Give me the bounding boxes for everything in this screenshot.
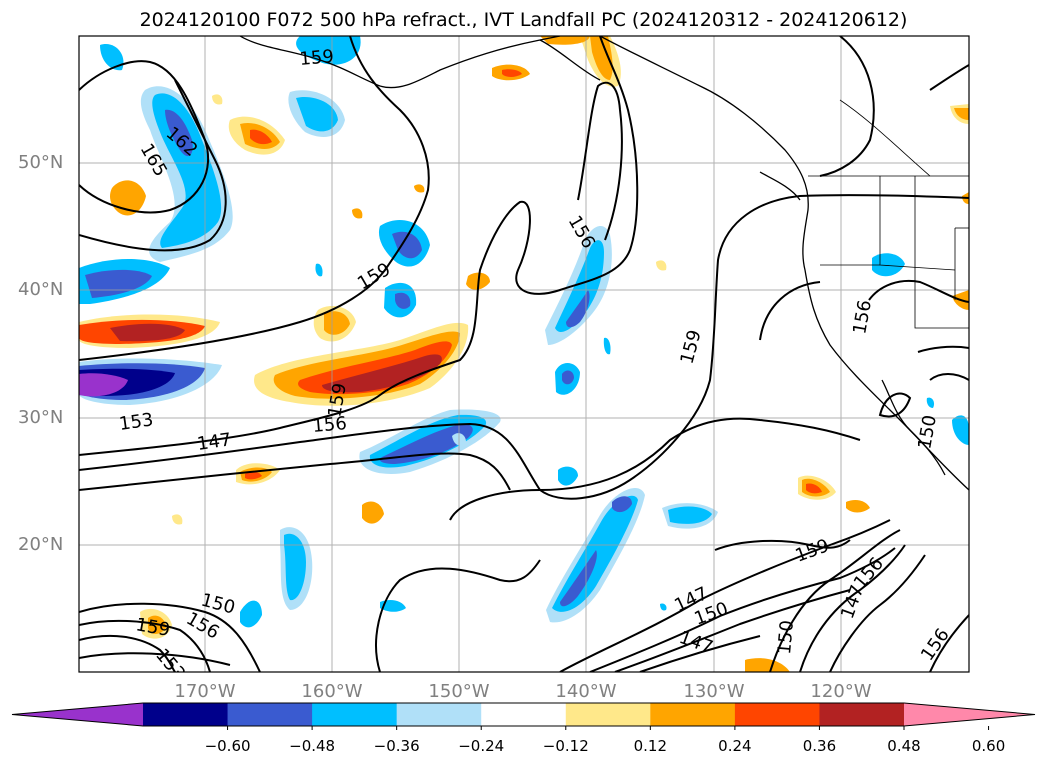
land-borders [808,99,969,329]
lon-label: 160°W [301,681,363,702]
contour-label: 156 [312,413,348,437]
colorbar-tick-label: 0.60 [971,737,1006,755]
colorbar-tick-label: 0.24 [718,737,752,755]
colorbar-cell [396,703,482,726]
colorbar-cell [650,703,736,726]
lon-label: 130°W [683,681,745,702]
lat-label: 30°N [18,407,64,428]
colorbar-outline [11,702,1036,727]
graticule [79,36,969,672]
colorbar-tick-label: −0.36 [373,737,420,755]
lon-label: 140°W [555,681,617,702]
colorbar-cell [565,703,651,726]
map-title: 2024120100 F072 500 hPa refract., IVT La… [139,9,908,31]
contour-label: 159 [299,46,335,70]
ivt-shading [79,36,969,672]
lon-label: 150°W [428,681,490,702]
colorbar-tick-label: −0.48 [289,737,336,755]
height-contours [79,36,969,672]
colorbar-tick-label: −0.24 [458,737,505,755]
lat-label: 40°N [18,279,64,300]
colorbar-extend-low [12,703,143,726]
lat-label: 50°N [18,152,64,173]
contour-label: 153 [118,409,155,435]
colorbar-tick-label: 0.12 [633,737,668,755]
colorbar-cell [819,703,905,726]
lon-label: 170°W [174,681,236,702]
contour-label: 147 [196,429,233,455]
contour-label: 150 [774,619,798,655]
colorbar-cell [227,703,313,726]
plot-frame [78,35,970,673]
lat-label: 20°N [18,534,64,555]
colorbar-tick-label: 0.48 [887,737,921,755]
colorbar-cell [734,703,820,726]
lon-label: 120°W [810,681,872,702]
colorbar-cell [143,703,229,726]
colorbar-tick-label: −0.60 [204,737,251,755]
colorbar-tick-label: −0.12 [542,737,589,755]
colorbar-cell [312,703,398,726]
colorbar-cell [481,703,567,726]
colorbar-tick-label: 0.36 [802,737,837,755]
colorbar-extend-high [904,703,1035,726]
